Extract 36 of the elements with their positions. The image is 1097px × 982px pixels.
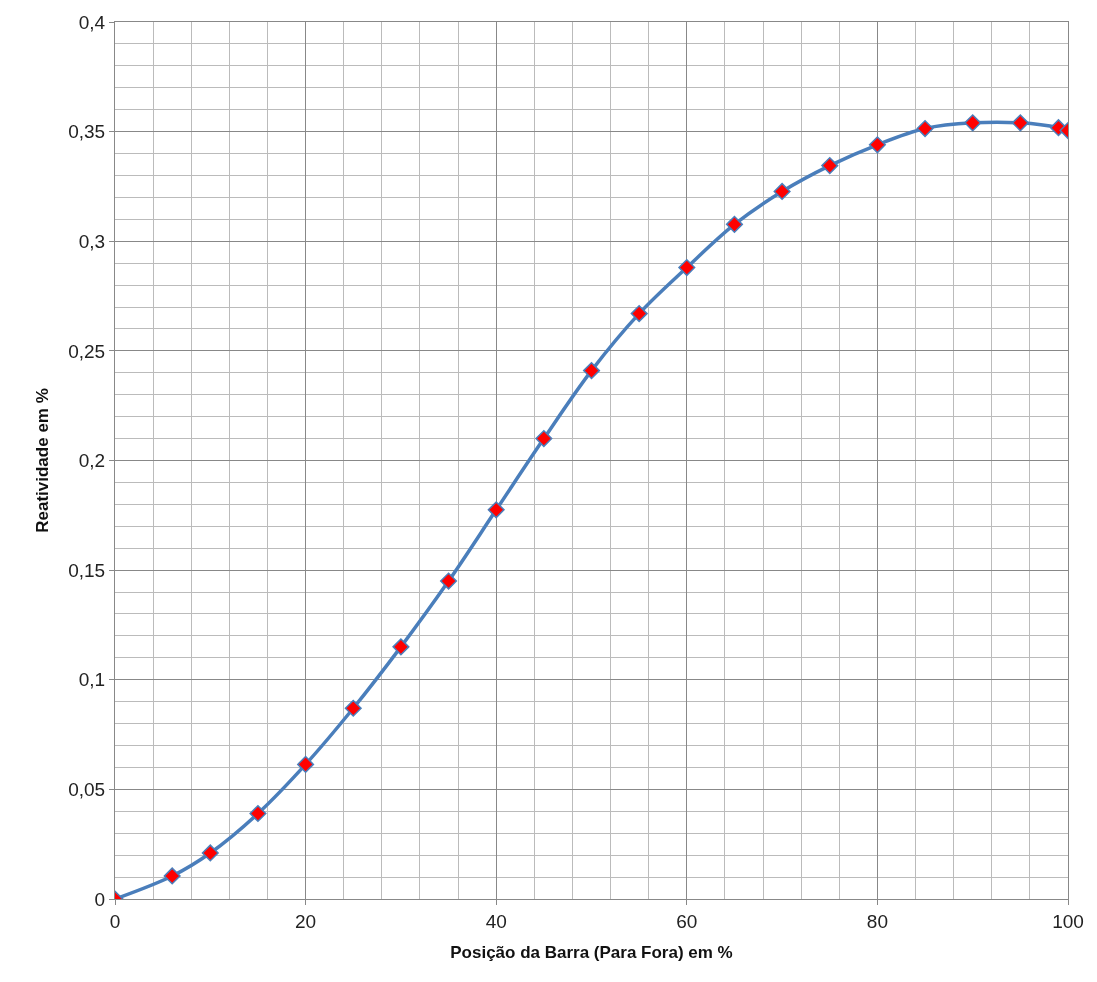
- x-axis-title: Posição da Barra (Para Fora) em %: [450, 943, 733, 963]
- point: [916, 120, 934, 138]
- x-tick-label: 40: [485, 910, 507, 932]
- point: [678, 259, 696, 277]
- point: [440, 572, 458, 590]
- y-tick-label: 0,35: [68, 121, 106, 143]
- point: [163, 867, 181, 885]
- x-tick-label: 80: [866, 910, 888, 932]
- point: [297, 755, 315, 773]
- point: [964, 114, 982, 132]
- y-tick-label: 0,1: [78, 669, 106, 691]
- y-tick-label: 0,4: [78, 11, 106, 33]
- x-tick-label: 0: [109, 910, 121, 932]
- x-tick-label: 100: [1052, 910, 1084, 932]
- point: [487, 501, 505, 519]
- point: [725, 215, 743, 233]
- point: [1011, 114, 1029, 132]
- x-tick-label: 20: [295, 910, 317, 932]
- point: [630, 305, 648, 323]
- point: [868, 136, 886, 154]
- point: [582, 362, 601, 380]
- point: [201, 844, 219, 862]
- point: [392, 638, 410, 656]
- point: [344, 699, 362, 717]
- y-tick-label: 0,15: [68, 559, 106, 581]
- y-tick-label: 0,05: [68, 779, 106, 801]
- y-tick-label: 0,25: [68, 340, 106, 362]
- point: [535, 430, 553, 448]
- y-axis-title: Reatividade em %: [32, 388, 52, 533]
- point: [773, 182, 791, 201]
- y-tick-label: 0: [94, 888, 106, 910]
- point: [249, 804, 267, 823]
- y-tick-label: 0,3: [78, 230, 106, 252]
- point: [821, 157, 839, 175]
- y-tick-label: 0,2: [78, 450, 106, 472]
- x-tick-label: 60: [676, 910, 698, 932]
